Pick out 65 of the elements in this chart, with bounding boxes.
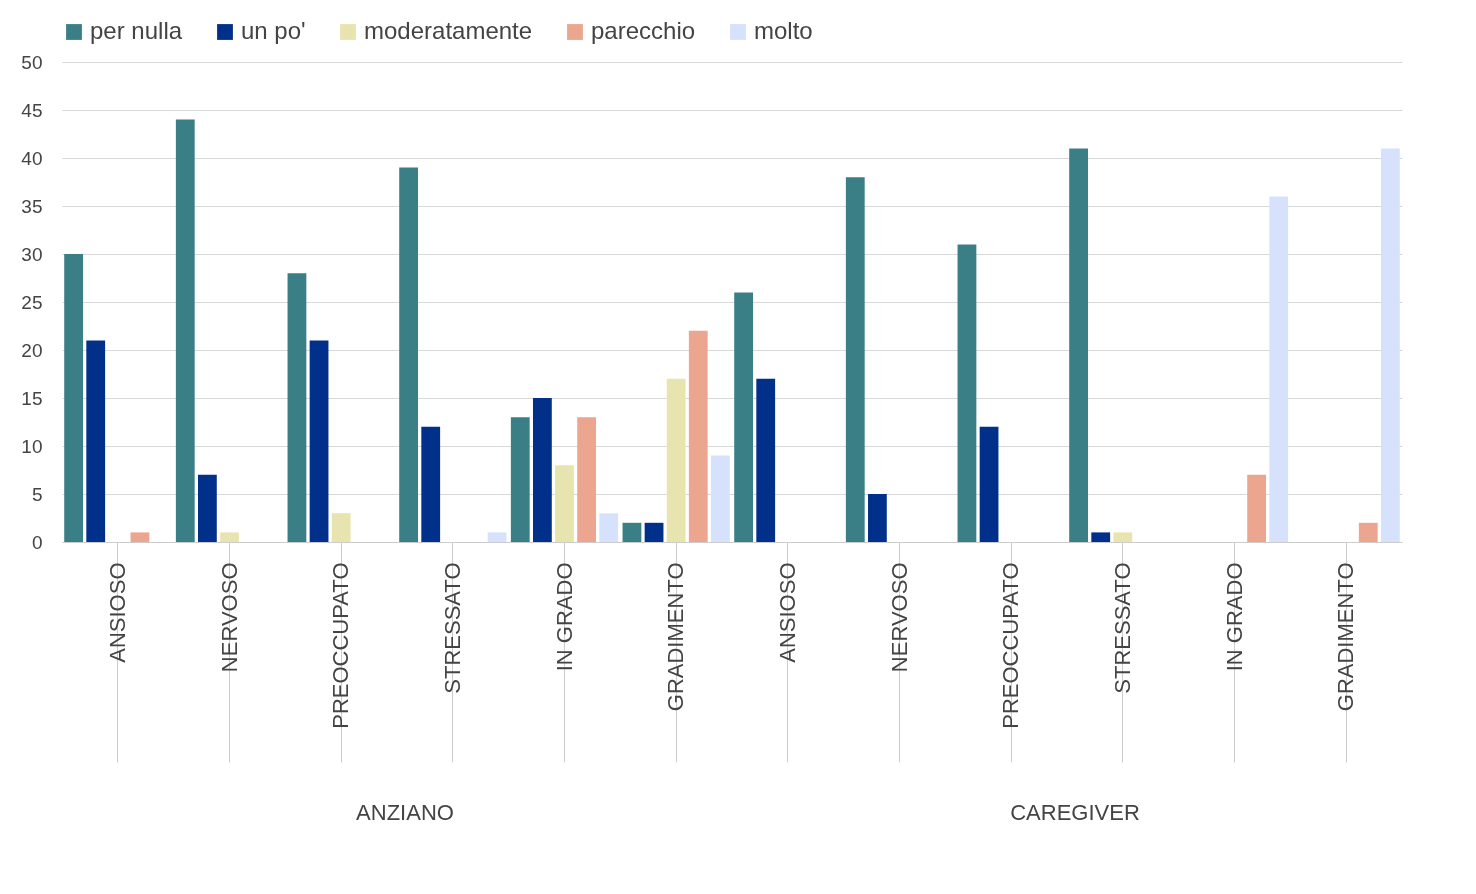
y-tick-label: 15 (21, 387, 43, 409)
x-tick-label: ANSIOSO (104, 562, 130, 663)
bar (957, 244, 977, 542)
bar (86, 340, 106, 542)
text: CAREGIVER (1009, 800, 1141, 826)
y-tick-label: 30 (21, 243, 43, 265)
bar (756, 378, 776, 542)
bar (622, 522, 642, 542)
bar (130, 532, 150, 542)
y-tick-label: 20 (21, 339, 43, 361)
legend-label: moderatamente (364, 17, 533, 44)
x-tick-label: ANSIOSO (774, 562, 800, 663)
bar (979, 426, 999, 542)
x-tick-label: PREOCCUPATO (998, 562, 1024, 729)
y-tick-label: 50 (21, 51, 43, 73)
bar (487, 532, 507, 542)
bar (867, 494, 887, 542)
bar (666, 378, 686, 542)
y-tick-label: 25 (21, 291, 43, 313)
bar (64, 254, 84, 542)
bar (644, 522, 664, 542)
bar (734, 292, 754, 542)
bar (1091, 532, 1111, 542)
bar (1358, 522, 1378, 542)
bar (845, 177, 865, 542)
bar (309, 340, 329, 542)
y-tick-label: 35 (21, 195, 43, 217)
bar (710, 455, 730, 542)
x-tick-label: GRADIMENTO (1333, 562, 1359, 712)
bar (1269, 196, 1289, 542)
x-tick-label: STRESSATO (439, 562, 465, 694)
y-tick-label: 10 (21, 435, 43, 457)
legend-label: per nulla (90, 17, 183, 44)
bar (421, 426, 441, 542)
bar (399, 167, 419, 542)
bar (197, 474, 217, 542)
y-tick-label: 45 (21, 99, 43, 121)
bar (220, 532, 239, 542)
bar (1380, 148, 1400, 542)
bar (555, 465, 574, 542)
legend-label: parecchio (591, 17, 696, 44)
y-tick-label: 0 (31, 531, 43, 553)
bar (599, 513, 619, 542)
text: ANZIANO (355, 800, 455, 826)
bar (331, 513, 351, 542)
bar (1247, 474, 1267, 542)
x-tick-label: IN GRADO (551, 562, 577, 672)
bar (1069, 148, 1089, 542)
x-tick-label: IN GRADO (1221, 562, 1247, 672)
legend-label: un po' (241, 17, 306, 44)
bar (287, 273, 307, 542)
bar (510, 417, 530, 542)
y-tick-label: 40 (21, 147, 43, 169)
bar (688, 330, 708, 542)
x-tick-label: NERVOSO (886, 562, 912, 673)
bar (175, 119, 195, 542)
legend-label: molto (754, 17, 813, 44)
x-tick-label: PREOCCUPATO (328, 562, 354, 729)
y-tick-label: 5 (31, 483, 43, 505)
bar (532, 398, 552, 542)
bar (1113, 532, 1133, 542)
x-tick-label: STRESSATO (1109, 562, 1135, 694)
x-tick-label: NERVOSO (216, 562, 242, 673)
x-tick-label: GRADIMENTO (663, 562, 689, 712)
bar (577, 417, 597, 542)
